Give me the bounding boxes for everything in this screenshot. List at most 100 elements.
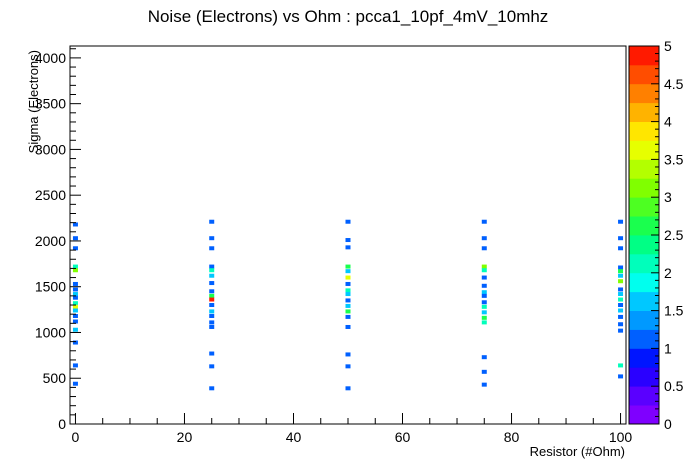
- heatmap-bin: [618, 363, 624, 368]
- palette-cell: [629, 329, 659, 349]
- heatmap-bin: [72, 319, 78, 324]
- heatmap-bin: [209, 386, 215, 391]
- heatmap-bin: [618, 297, 624, 302]
- x-tick-label: 0: [72, 429, 80, 445]
- heatmap-bin: [345, 238, 351, 243]
- heatmap-bin: [618, 279, 624, 284]
- heatmap-bin: [209, 320, 215, 325]
- heatmap-bin: [345, 219, 351, 224]
- heatmap-bin: [618, 269, 624, 274]
- heatmap-bin: [481, 310, 487, 315]
- heatmap-bin: [345, 264, 351, 269]
- heatmap-bin: [209, 281, 215, 286]
- heatmap-bin: [481, 315, 487, 320]
- heatmap-bin: [481, 264, 487, 269]
- z-tick-label: 1.5: [664, 303, 684, 319]
- color-palette: [628, 45, 660, 425]
- heatmap-bin: [618, 308, 624, 313]
- palette-cell: [629, 253, 659, 274]
- heatmap-bin: [72, 314, 78, 318]
- z-tick-label: 2.5: [664, 227, 684, 243]
- z-tick-label: 1: [664, 340, 672, 356]
- heatmap-bin: [209, 364, 215, 369]
- heatmap-bin: [481, 236, 487, 241]
- heatmap-bin: [72, 246, 78, 251]
- heatmap-bin: [618, 273, 624, 278]
- heatmap-bin: [209, 293, 215, 298]
- y-tick-label: 2000: [35, 233, 66, 249]
- palette-cell: [629, 216, 659, 236]
- heatmap-bin: [209, 324, 215, 329]
- heatmap-bin: [345, 364, 351, 369]
- heatmap-bin: [209, 246, 215, 251]
- z-tick-label: 4: [664, 114, 672, 130]
- palette-cell: [629, 291, 659, 311]
- heatmap-bin: [481, 283, 487, 288]
- heatmap-bin: [481, 293, 487, 298]
- heatmap-bin: [481, 300, 487, 305]
- z-tick-label: 3.5: [664, 151, 684, 167]
- heatmap-bin: [72, 295, 78, 300]
- heatmap-bin: [345, 309, 351, 314]
- heatmap-bin: [481, 355, 487, 360]
- palette-cell: [629, 140, 659, 160]
- heatmap-bin: [345, 303, 351, 308]
- heatmap-bin: [618, 219, 624, 224]
- heatmap-bin: [209, 219, 215, 224]
- heatmap-bin: [72, 363, 78, 368]
- palette-cell: [629, 197, 659, 217]
- heatmap-bin: [209, 236, 215, 241]
- heatmap-bin: [481, 304, 487, 309]
- z-tick-label: 3: [664, 189, 672, 205]
- y-axis: 0 500 1000 1500 2000 2500 3000 3500 4000: [35, 48, 81, 432]
- heatmap-bin: [345, 288, 351, 293]
- heatmap-bin: [72, 304, 78, 309]
- heatmap-bin: [618, 246, 624, 251]
- heatmap-bin: [209, 303, 215, 308]
- heatmap-bin: [618, 292, 624, 297]
- x-tick-label: 60: [395, 429, 411, 445]
- y-tick-label: 3500: [35, 96, 66, 112]
- heatmap-bin: [481, 320, 487, 325]
- heatmap-bin: [481, 290, 487, 295]
- heatmap-bin: [345, 352, 351, 357]
- heatmap-bin: [481, 268, 487, 273]
- heatmap-bin: [209, 273, 215, 278]
- x-tick-label: 40: [286, 429, 302, 445]
- z-tick-label: 0: [664, 416, 672, 432]
- heatmap-bin: [209, 268, 215, 273]
- heatmap-bin: [209, 297, 215, 302]
- palette-cell: [629, 348, 659, 368]
- palette-cell: [629, 272, 659, 293]
- y-tick-label: 4000: [35, 50, 66, 66]
- z-tick-label: 0.5: [664, 378, 684, 394]
- heatmap-bin: [481, 382, 487, 387]
- heatmap-bin: [72, 264, 78, 269]
- heatmap-bin: [345, 292, 351, 297]
- heatmap-bin: [618, 265, 624, 270]
- y-tick-label: 3000: [35, 141, 66, 157]
- x-axis-title: Resistor (#Ohm): [530, 444, 625, 459]
- heatmap-bin: [72, 381, 78, 386]
- palette-cell: [629, 102, 659, 122]
- palette-cell: [629, 83, 659, 104]
- x-tick-label: 20: [177, 429, 193, 445]
- z-tick-label: 5: [664, 38, 672, 54]
- heatmap-bin: [618, 328, 624, 333]
- heatmap-bin: [345, 386, 351, 391]
- y-tick-label: 2500: [35, 187, 66, 203]
- heatmap-bin: [481, 275, 487, 280]
- heatmap-bin: [345, 245, 351, 250]
- palette-cell: [629, 64, 659, 85]
- heatmap-bin: [345, 324, 351, 329]
- palette-cell: [629, 235, 659, 255]
- heatmap-bin: [209, 264, 215, 269]
- heatmap-bin: [618, 322, 624, 327]
- palette-cell: [629, 121, 659, 141]
- heatmap-bin: [345, 298, 351, 303]
- heatmap-bin: [72, 268, 78, 273]
- heatmap-bin: [209, 289, 215, 294]
- heatmap-bin: [72, 236, 78, 241]
- palette-cell: [629, 46, 659, 66]
